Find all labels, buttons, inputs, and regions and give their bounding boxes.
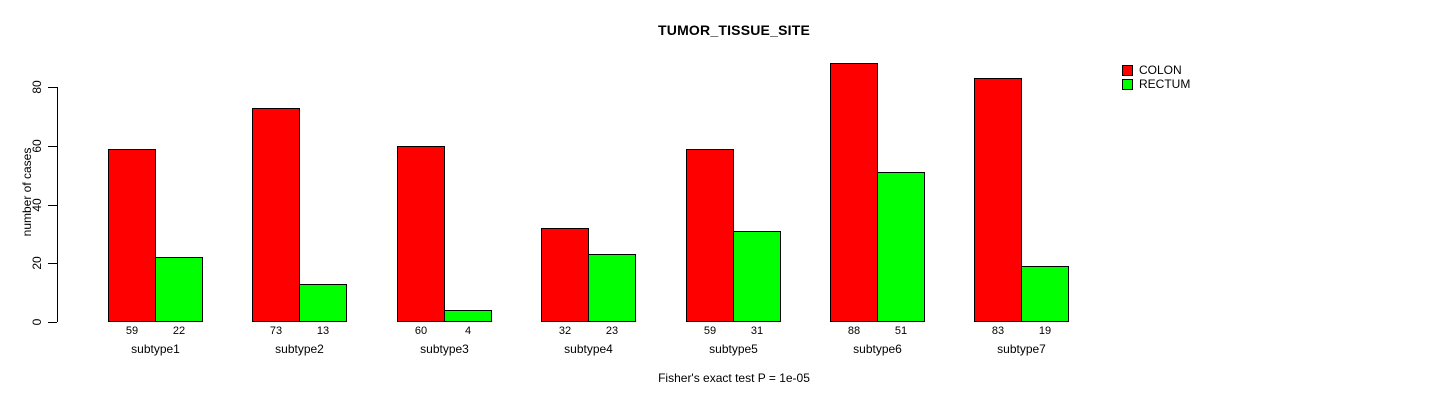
y-axis-tick-label: 80	[30, 80, 44, 94]
bar-value-label: 22	[172, 325, 186, 337]
bar-colon-subtype7	[974, 78, 1022, 322]
bar-colon-subtype2	[252, 108, 300, 322]
legend-item-colon: COLON	[1122, 63, 1190, 77]
bar-value-label: 60	[414, 325, 428, 337]
y-axis-tick	[48, 263, 57, 264]
y-axis-line	[57, 87, 58, 322]
bar-rectum-subtype1	[155, 257, 203, 322]
legend-item-rectum: RECTUM	[1122, 77, 1191, 91]
bar-rectum-subtype5	[733, 231, 781, 322]
bar-value-label: 59	[125, 325, 139, 337]
category-label-subtype1: subtype1	[131, 342, 180, 356]
bar-rectum-subtype3	[444, 310, 492, 322]
y-axis-tick-label: 0	[30, 318, 44, 326]
y-axis-tick	[48, 205, 57, 206]
annotation-text: Fisher's exact test P = 1e-05	[658, 371, 810, 385]
bar-rectum-subtype6	[877, 172, 925, 322]
bar-value-label: 83	[991, 325, 1005, 337]
category-label-subtype5: subtype5	[709, 342, 758, 356]
bar-value-label: 13	[316, 325, 330, 337]
bar-colon-subtype6	[830, 63, 878, 322]
bar-colon-subtype1	[108, 149, 156, 322]
bar-value-label: 19	[1038, 325, 1052, 337]
bar-value-label: 51	[894, 325, 908, 337]
bar-colon-subtype3	[397, 146, 445, 322]
category-label-subtype4: subtype4	[564, 342, 613, 356]
y-axis-tick	[48, 322, 57, 323]
legend-swatch-colon	[1122, 65, 1133, 76]
bar-rectum-subtype4	[588, 254, 636, 322]
category-label-subtype7: subtype7	[997, 342, 1046, 356]
bar-value-label: 73	[269, 325, 283, 337]
category-label-subtype3: subtype3	[420, 342, 469, 356]
y-axis-tick-label: 20	[30, 256, 44, 270]
y-axis-tick	[48, 146, 57, 147]
legend-swatch-rectum	[1122, 79, 1133, 90]
y-axis-tick-label: 40	[30, 198, 44, 212]
bar-rectum-subtype7	[1021, 266, 1069, 322]
legend-label-colon: COLON	[1139, 63, 1182, 77]
category-label-subtype6: subtype6	[853, 342, 902, 356]
category-label-subtype2: subtype2	[275, 342, 324, 356]
bar-value-label: 23	[605, 325, 619, 337]
bar-rectum-subtype2	[299, 284, 347, 322]
y-axis-tick-label: 60	[30, 139, 44, 153]
bar-value-label: 88	[847, 325, 861, 337]
bar-value-label: 32	[558, 325, 572, 337]
legend-label-rectum: RECTUM	[1139, 77, 1191, 91]
bar-colon-subtype5	[686, 149, 734, 322]
y-axis-label: number of cases	[20, 147, 34, 237]
legend: COLON RECTUM	[1122, 63, 1191, 93]
bar-colon-subtype4	[541, 228, 589, 322]
bar-value-label: 59	[703, 325, 717, 337]
chart-title: TUMOR_TISSUE_SITE	[658, 22, 810, 38]
bar-value-label: 31	[750, 325, 764, 337]
y-axis-tick	[48, 87, 57, 88]
bar-value-label: 4	[464, 325, 472, 337]
